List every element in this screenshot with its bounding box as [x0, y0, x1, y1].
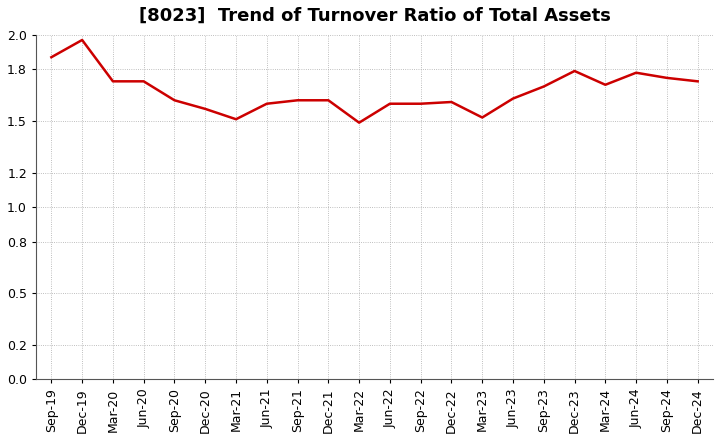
Title: [8023]  Trend of Turnover Ratio of Total Assets: [8023] Trend of Turnover Ratio of Total …: [138, 7, 611, 25]
